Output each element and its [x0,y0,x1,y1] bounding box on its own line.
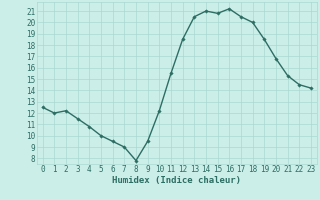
X-axis label: Humidex (Indice chaleur): Humidex (Indice chaleur) [112,176,241,185]
